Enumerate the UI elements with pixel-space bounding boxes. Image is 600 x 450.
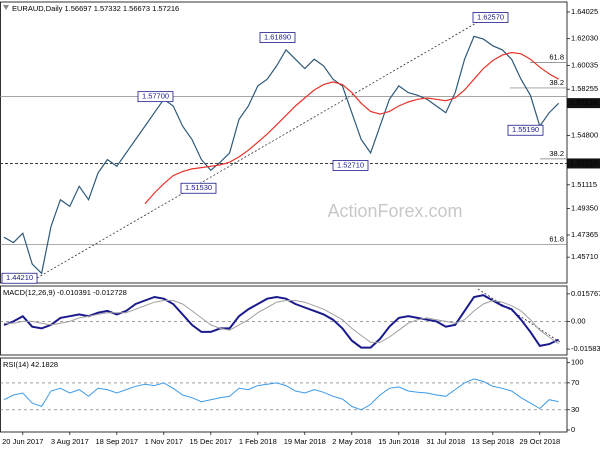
annotation-box xyxy=(137,91,174,103)
y-tick-label: 100 xyxy=(571,358,584,367)
y-tick-label: 30 xyxy=(571,405,579,414)
x-tick-label: 1 Nov 2017 xyxy=(145,437,183,446)
series-line xyxy=(3,378,559,411)
y-tick-label: 1.62030 xyxy=(571,34,598,43)
panel-frame xyxy=(0,357,568,433)
price-label: 1.57216 xyxy=(570,98,597,107)
y-tick-label: 1.47365 xyxy=(571,230,598,239)
annotation-label: 1.44210 xyxy=(6,273,33,282)
x-tick-label: 15 Dec 2017 xyxy=(190,437,233,446)
fib-label: 61.8 xyxy=(549,52,564,61)
series-line xyxy=(3,294,560,349)
panel-title: EURAUD,Daily 1.56697 1.57332 1.56673 1.5… xyxy=(12,4,179,13)
annotation-label: 1.61890 xyxy=(264,33,291,42)
symbol-icon xyxy=(3,5,9,10)
series-line xyxy=(144,51,559,205)
y-tick-label: 1.49350 xyxy=(571,203,598,212)
panel-frame xyxy=(0,285,568,356)
x-tick-label: 1 Feb 2018 xyxy=(239,437,277,446)
annotation-box xyxy=(259,32,296,43)
y-tick-label: 0.015767 xyxy=(571,289,600,298)
macd-trend-line xyxy=(477,288,561,343)
x-tick-label: 20 Jun 2017 xyxy=(2,437,43,446)
x-tick-label: 15 Jun 2018 xyxy=(378,437,419,446)
x-tick-label: 18 Sep 2017 xyxy=(96,437,139,446)
x-tick-label: 31 Jul 2018 xyxy=(426,437,465,446)
y-tick-label: 1.45710 xyxy=(571,252,598,261)
panel-frame xyxy=(0,1,568,284)
x-tick-label: 13 Sep 2018 xyxy=(472,437,515,446)
panel-title: MACD(12,26,9) -0.010391 -0.012728 xyxy=(3,288,127,297)
annotation-box xyxy=(472,12,509,23)
fib-label: 61.8 xyxy=(549,235,564,244)
series-line xyxy=(3,35,560,275)
y-tick-label: 0.00 xyxy=(571,316,586,325)
annotation-box xyxy=(507,124,544,136)
y-tick-label: -0.015834 xyxy=(571,344,600,353)
trend-line xyxy=(29,14,491,283)
y-tick-label: 0 xyxy=(571,425,575,434)
x-tick-label: 19 Mar 2018 xyxy=(284,437,326,446)
x-tick-label: 2 May 2018 xyxy=(332,437,371,446)
annotation-box xyxy=(180,182,217,194)
y-tick-label: 1.54800 xyxy=(571,130,598,139)
x-tick-label: 3 Aug 2017 xyxy=(51,437,89,446)
y-tick-label: 70 xyxy=(571,378,579,387)
annotation-label: 1.51530 xyxy=(185,183,212,192)
y-tick-label: 1.51115 xyxy=(571,180,597,189)
annotation-label: 1.62570 xyxy=(477,12,504,21)
series-line xyxy=(4,299,559,345)
price-label-box xyxy=(567,158,600,169)
panel-title: RSI(14) 42.1828 xyxy=(3,360,58,369)
annotation-label: 1.52710 xyxy=(337,160,364,169)
y-tick-label: 1.60035 xyxy=(571,60,598,69)
annotation-label: 1.55190 xyxy=(512,125,539,134)
x-tick-label: 29 Oct 2018 xyxy=(519,437,560,446)
annotation-label: 1.57700 xyxy=(142,92,169,101)
price-label-box xyxy=(567,98,600,109)
y-tick-label: 1.64025 xyxy=(571,7,598,16)
fib-label: 38.2 xyxy=(549,149,564,158)
annotation-box xyxy=(332,160,369,171)
fib-label: 38.2 xyxy=(549,78,564,87)
watermark: ActionForex.com xyxy=(327,201,462,221)
annotation-box xyxy=(1,272,38,284)
price-label: 1.52710 xyxy=(570,158,597,167)
y-tick-label: 1.58255 xyxy=(571,84,598,93)
